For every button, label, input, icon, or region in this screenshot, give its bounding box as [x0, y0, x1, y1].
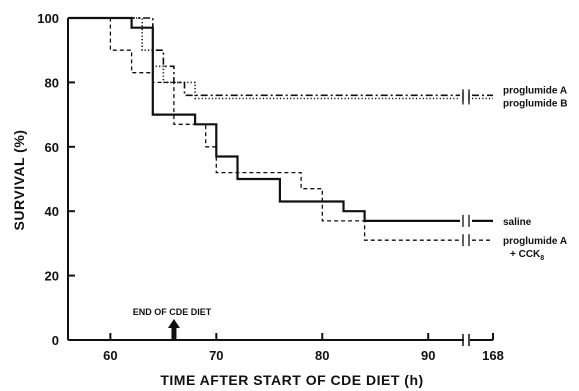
- axes: 0 20 40 60 80 100 60 70 80 90 168 END OF CDE DIET: [37, 11, 504, 363]
- series-layer: [68, 16, 493, 247]
- y-tick-label: 100: [37, 11, 59, 26]
- series-label-0: proglumide A: [503, 85, 567, 96]
- y-axis-label: SURVIVAL (%): [11, 130, 27, 231]
- x-tick-label: 168: [482, 348, 504, 363]
- series-label-1: proglumide B: [503, 99, 567, 110]
- axis-break-gap: [464, 335, 470, 345]
- y-tick-label: 80: [45, 75, 59, 90]
- y-tick-label: 60: [45, 140, 59, 155]
- series-label-2: saline: [503, 217, 532, 228]
- x-tick-label: 80: [315, 348, 329, 363]
- series-line-0: [68, 17, 460, 97]
- series-label-3: proglumide A + CCK8: [503, 236, 567, 262]
- y-tick-label: 20: [45, 269, 59, 284]
- x-tick-label: 70: [209, 348, 223, 363]
- annotation-arrow-head: [167, 319, 180, 328]
- annotation-label: END OF CDE DIET: [133, 307, 212, 317]
- labels-layer: proglumide A proglumide B saline proglumide…: [503, 85, 567, 262]
- y-tick-label: 0: [52, 333, 59, 348]
- x-axis-label: TIME AFTER START OF CDE DIET (h): [160, 372, 423, 388]
- y-tick-label: 40: [45, 204, 59, 219]
- series-line-3: [68, 17, 460, 241]
- series-line-2: [68, 16, 460, 222]
- series-line-1: [68, 17, 460, 100]
- x-tick-label: 90: [421, 348, 435, 363]
- annotation-arrow-shaft: [171, 327, 177, 340]
- x-tick-label: 60: [103, 348, 117, 363]
